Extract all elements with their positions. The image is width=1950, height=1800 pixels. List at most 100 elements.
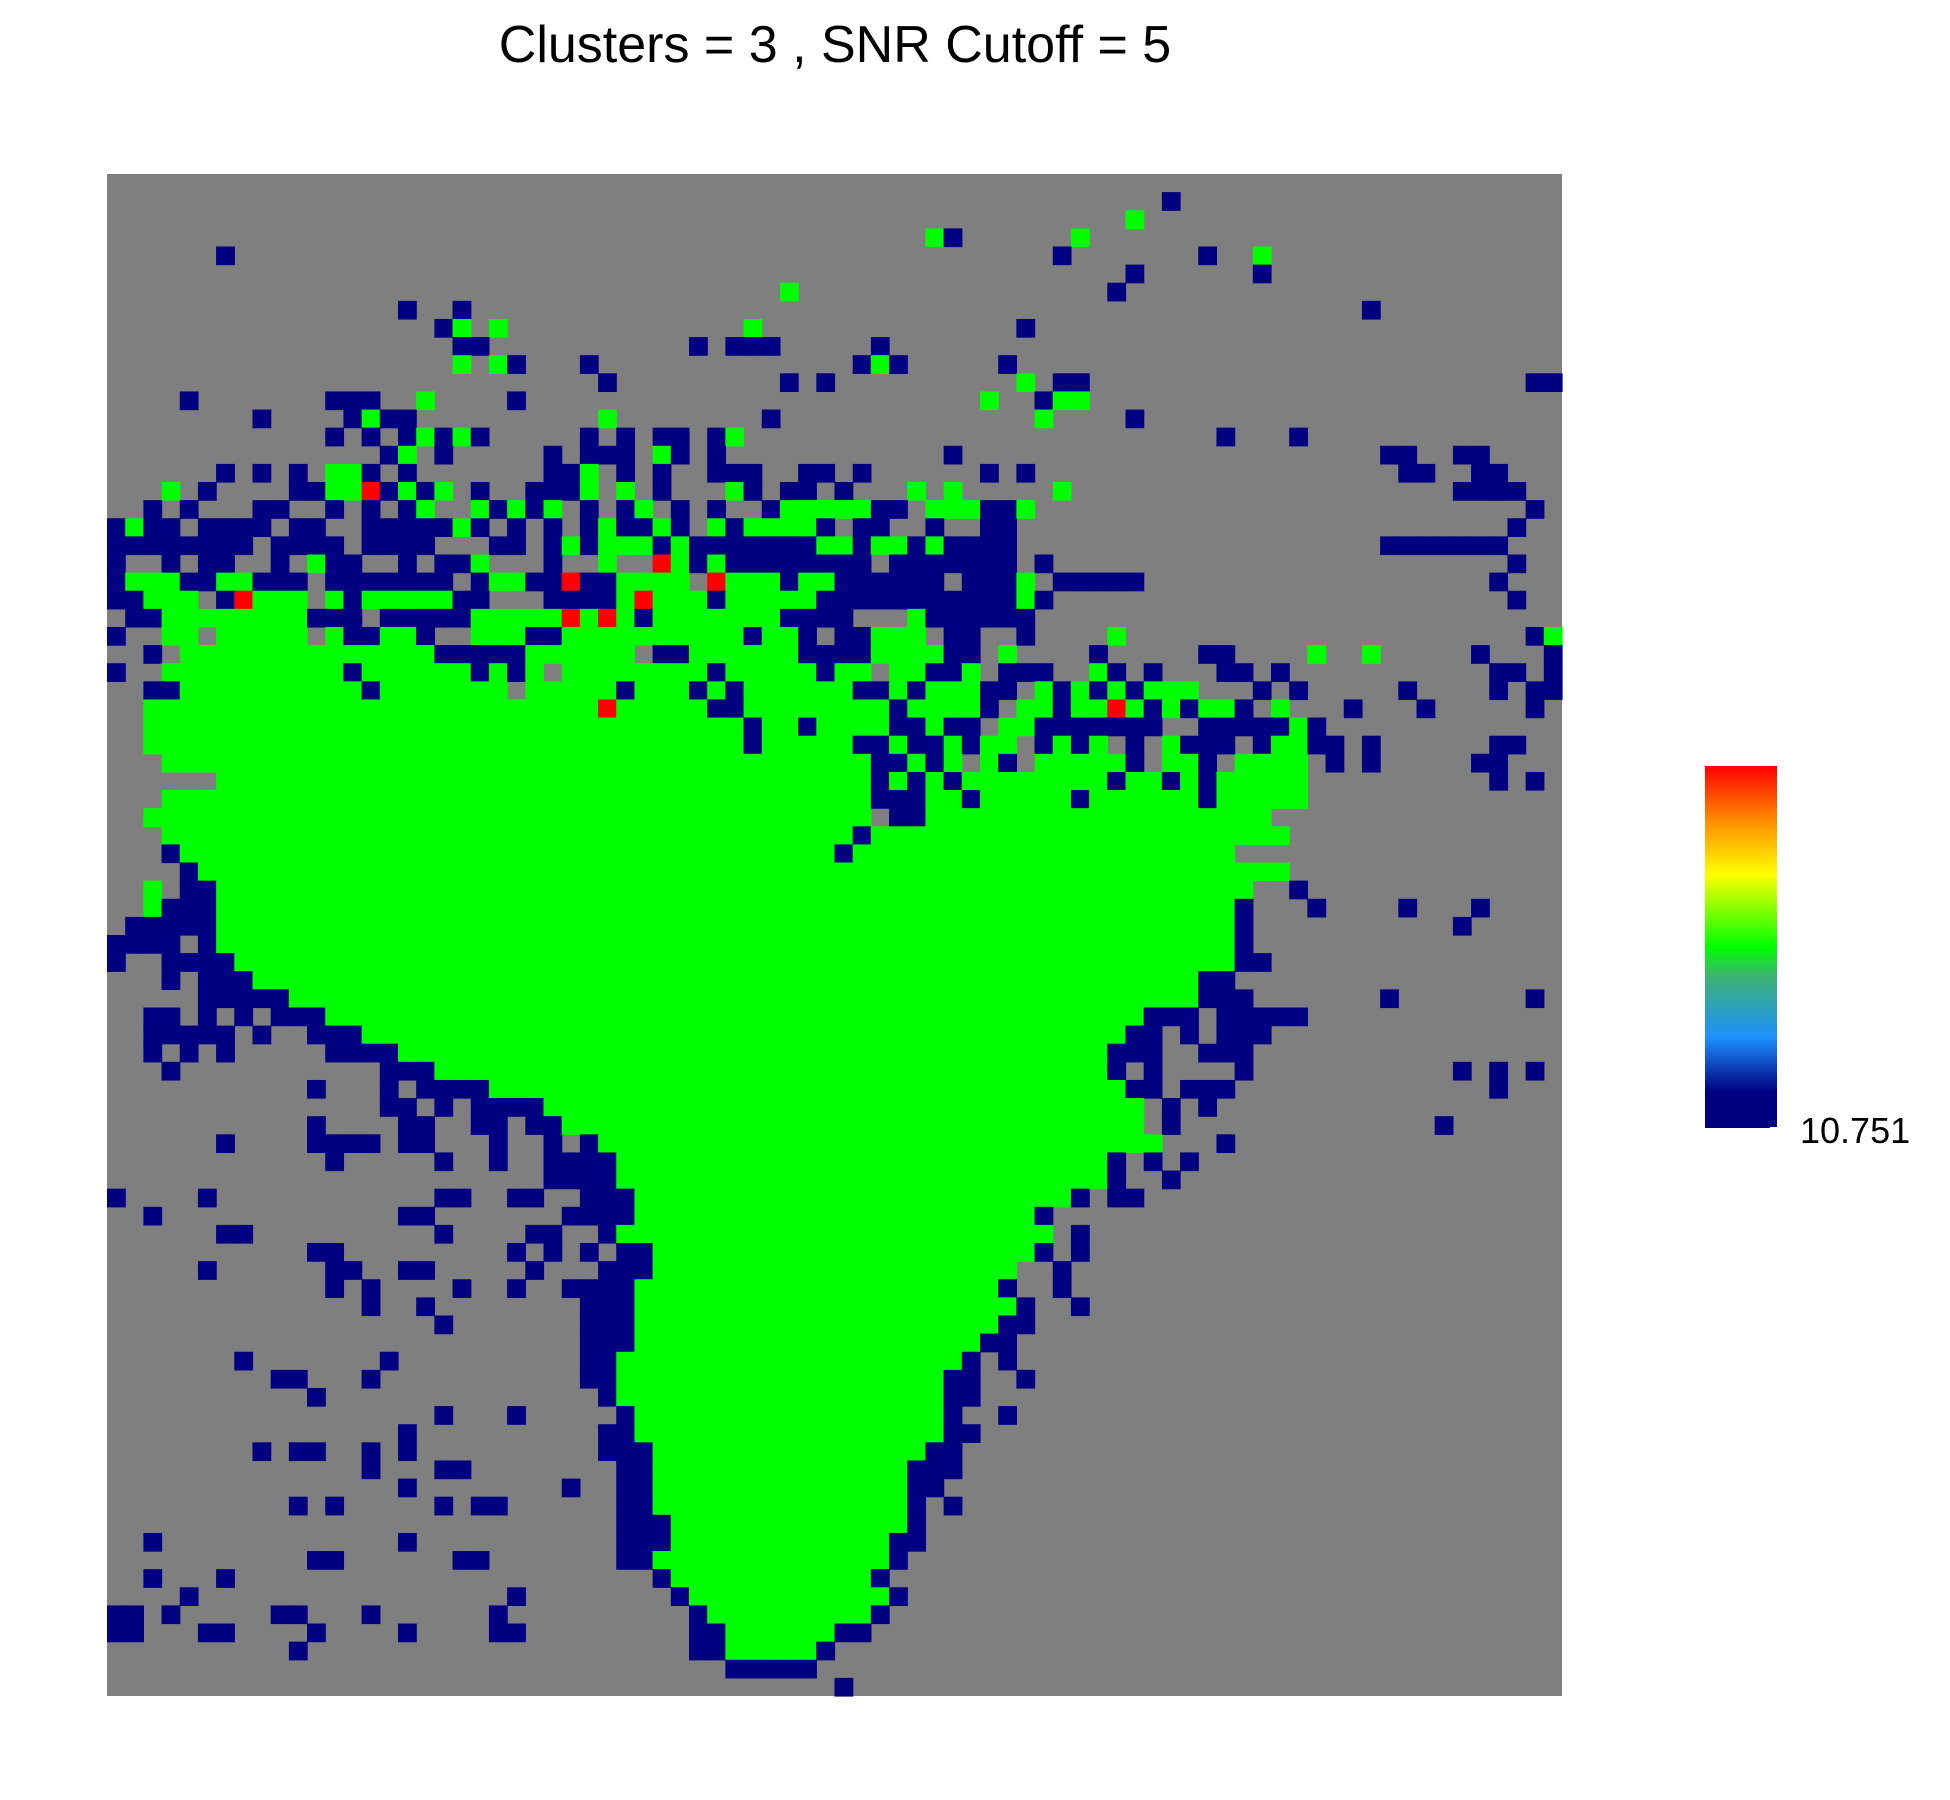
heatmap-cell-cluster-1 (1125, 409, 1145, 429)
heatmap-cell-cluster-2 (870, 355, 890, 374)
heatmap-cell-cluster-2 (307, 862, 326, 882)
heatmap-cell-cluster-2 (234, 717, 254, 737)
heatmap-cell-cluster-2 (689, 1569, 708, 1588)
heatmap-cell-cluster-2 (652, 699, 672, 719)
heatmap-cell-cluster-2 (307, 645, 326, 664)
heatmap-cell-cluster-2 (725, 645, 745, 664)
heatmap-cell-cluster-1 (1234, 953, 1254, 972)
heatmap-cell-cluster-1 (1198, 1079, 1218, 1099)
heatmap-cell-cluster-2 (798, 971, 817, 990)
heatmap-cell-cluster-2 (761, 808, 781, 827)
heatmap-cell-cluster-2 (488, 699, 508, 719)
heatmap-cell-cluster-2 (1161, 735, 1181, 755)
heatmap-cell-cluster-1 (179, 1587, 199, 1607)
heatmap-cell-cluster-2 (434, 663, 454, 682)
heatmap-cell-cluster-1 (943, 608, 963, 628)
heatmap-cell-cluster-2 (307, 826, 326, 846)
heatmap-cell-cluster-2 (252, 590, 272, 610)
heatmap-cell-cluster-2 (689, 1098, 708, 1117)
heatmap-cell-cluster-1 (143, 500, 163, 519)
heatmap-cell-cluster-2 (943, 898, 963, 918)
heatmap-cell-cluster-2 (961, 1152, 981, 1172)
heatmap-cell-cluster-2 (288, 681, 308, 701)
heatmap-cell-cluster-1 (707, 445, 726, 465)
heatmap-cell-cluster-2 (779, 1605, 799, 1625)
heatmap-cell-cluster-2 (980, 935, 999, 954)
heatmap-cell-cluster-1 (252, 463, 272, 483)
heatmap-cell-cluster-1 (1471, 536, 1490, 556)
heatmap-cell-cluster-2 (1016, 808, 1036, 827)
heatmap-cell-cluster-2 (670, 1170, 690, 1190)
heatmap-cell-cluster-2 (689, 1424, 708, 1443)
heatmap-cell-cluster-1 (216, 971, 235, 990)
heatmap-cell-cluster-1 (361, 518, 381, 537)
heatmap-cell-cluster-2 (998, 844, 1017, 864)
heatmap-cell-cluster-2 (416, 771, 435, 791)
heatmap-cell-cluster-1 (1289, 880, 1308, 900)
heatmap-cell-cluster-2 (707, 1279, 726, 1298)
heatmap-cell-cluster-2 (1052, 971, 1072, 990)
heatmap-cell-cluster-2 (743, 572, 763, 592)
heatmap-cell-cluster-2 (234, 935, 254, 954)
heatmap-cell-cluster-1 (197, 518, 217, 537)
heatmap-cell-cluster-2 (216, 808, 235, 827)
heatmap-cell-cluster-2 (761, 1279, 781, 1298)
heatmap-cell-cluster-2 (852, 1170, 872, 1190)
heatmap-cell-cluster-2 (1161, 844, 1181, 864)
heatmap-cell-cluster-2 (561, 1098, 581, 1117)
heatmap-cell-cluster-2 (725, 1605, 745, 1625)
heatmap-cell-cluster-2 (1070, 1170, 1090, 1190)
heatmap-cell-cluster-2 (525, 808, 545, 827)
heatmap-cell-cluster-2 (743, 1170, 763, 1190)
heatmap-cell-cluster-2 (634, 1387, 654, 1407)
heatmap-cell-cluster-1 (561, 1279, 581, 1298)
heatmap-cell-cluster-2 (1125, 971, 1145, 990)
heatmap-cell-cluster-2 (416, 790, 435, 809)
heatmap-cell-cluster-2 (488, 318, 508, 338)
heatmap-cell-cluster-2 (561, 1079, 581, 1099)
heatmap-cell-cluster-2 (616, 536, 636, 556)
heatmap-cell-cluster-2 (361, 808, 381, 827)
heatmap-cell-cluster-2 (689, 645, 708, 664)
heatmap-cell-cluster-2 (379, 971, 399, 990)
heatmap-cell-cluster-2 (1125, 880, 1145, 900)
heatmap-cell-cluster-2 (816, 1514, 836, 1534)
heatmap-cell-cluster-1 (179, 391, 199, 411)
heatmap-cell-cluster-2 (743, 1061, 763, 1081)
heatmap-cell-cluster-2 (398, 808, 417, 827)
heatmap-cell-cluster-2 (707, 771, 726, 791)
heatmap-cell-cluster-2 (834, 753, 854, 773)
heatmap-cell-cluster-2 (525, 790, 545, 809)
heatmap-cell-cluster-2 (852, 1224, 872, 1244)
heatmap-cell-cluster-2 (579, 699, 599, 719)
heatmap-cell-cluster-2 (761, 1514, 781, 1534)
heatmap-cell-cluster-2 (852, 898, 872, 918)
heatmap-cell-cluster-2 (961, 1043, 981, 1063)
heatmap-cell-cluster-1 (379, 572, 399, 592)
heatmap-cell-cluster-2 (634, 1351, 654, 1371)
heatmap-cell-cluster-3 (361, 482, 381, 501)
heatmap-cell-cluster-2 (452, 717, 472, 737)
heatmap-cell-cluster-2 (1089, 1116, 1108, 1135)
heatmap-cell-cluster-2 (379, 953, 399, 972)
heatmap-cell-cluster-2 (761, 1442, 781, 1462)
heatmap-cell-cluster-1 (361, 572, 381, 592)
heatmap-cell-cluster-2 (798, 1351, 817, 1371)
heatmap-cell-cluster-2 (1216, 935, 1236, 954)
heatmap-cell-cluster-2 (961, 826, 981, 846)
heatmap-cell-cluster-1 (1034, 1206, 1054, 1226)
heatmap-cell-cluster-1 (379, 608, 399, 628)
heatmap-cell-cluster-1 (889, 355, 908, 374)
heatmap-cell-cluster-1 (907, 771, 927, 791)
heatmap-cell-cluster-2 (1252, 790, 1272, 809)
heatmap-cell-cluster-1 (598, 373, 617, 393)
heatmap-cell-cluster-2 (634, 1224, 654, 1244)
heatmap-cell-cluster-1 (652, 463, 672, 483)
heatmap-cell-cluster-2 (834, 1243, 854, 1262)
heatmap-cell-cluster-1 (1525, 681, 1545, 701)
heatmap-cell-cluster-1 (234, 989, 254, 1009)
heatmap-cell-cluster-2 (725, 1116, 745, 1135)
heatmap-cell-cluster-2 (980, 1116, 999, 1135)
heatmap-cell-cluster-1 (943, 1460, 963, 1480)
heatmap-cell-cluster-1 (579, 1134, 599, 1154)
